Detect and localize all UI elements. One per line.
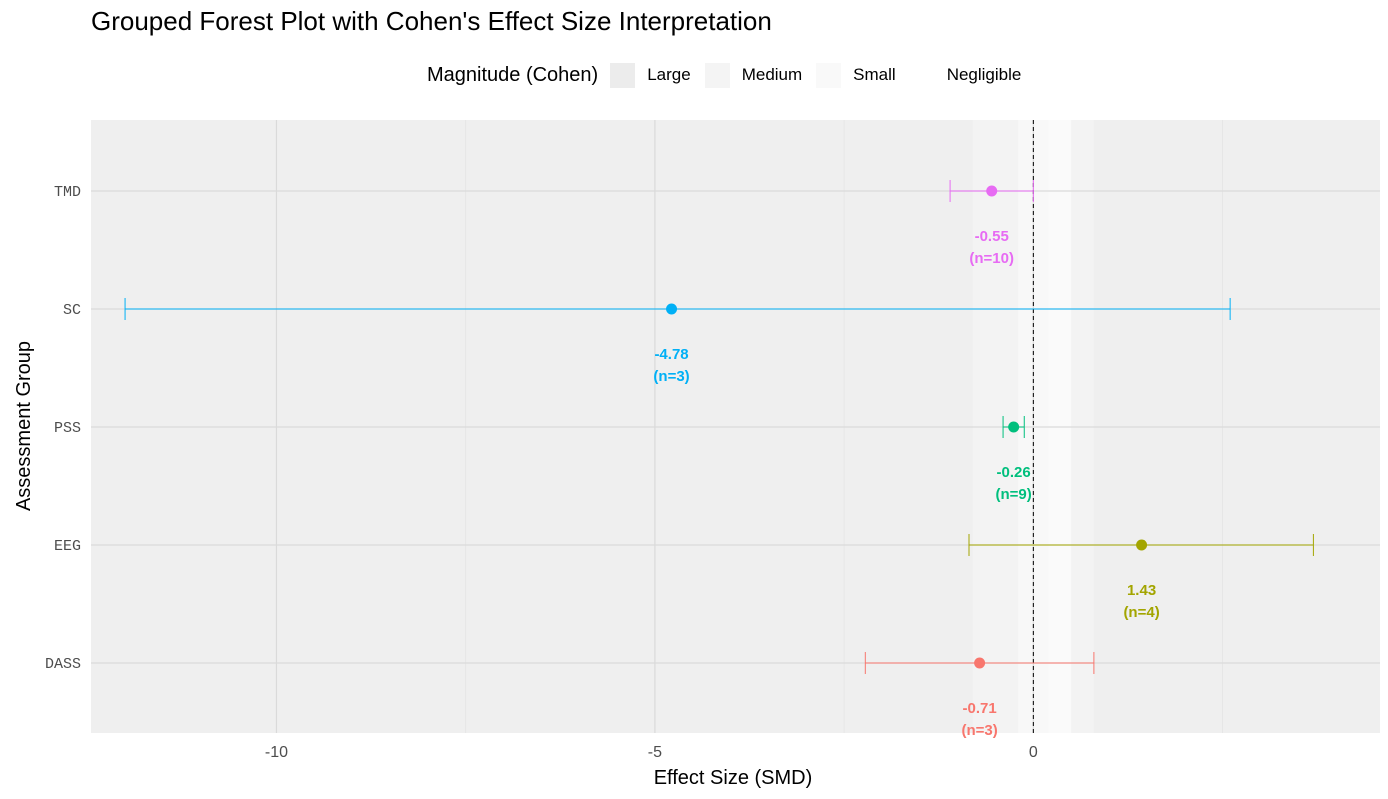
legend: Magnitude (Cohen) Large Medium Small Neg… [427, 60, 1035, 90]
legend-label-negligible: Negligible [946, 65, 1022, 84]
x-axis-title: Effect Size (SMD) [654, 767, 813, 789]
estimate-label-eeg: 1.43 [1127, 582, 1156, 599]
point-pss [1008, 421, 1020, 433]
n-label-tmd: (n=10) [969, 250, 1014, 267]
x-tick-label: -10 [265, 744, 288, 761]
n-label-pss: (n=9) [996, 486, 1032, 503]
n-label-dass: (n=3) [961, 722, 997, 739]
y-tick-tmd: TMD [54, 184, 81, 201]
estimate-label-sc: -4.78 [654, 346, 688, 363]
point-tmd [986, 185, 998, 197]
x-tick-labels: -10 -5 0 [265, 744, 1038, 761]
x-tick-label: 0 [1029, 744, 1038, 761]
estimate-label-pss: -0.26 [997, 464, 1031, 481]
estimate-label-dass: -0.71 [962, 700, 996, 717]
estimate-label-tmd: -0.55 [975, 228, 1009, 245]
point-eeg [1136, 539, 1148, 551]
y-tick-eeg: EEG [54, 538, 81, 555]
legend-label-small: Small [853, 65, 896, 84]
y-tick-pss: PSS [54, 420, 81, 437]
legend-item-large: Large [610, 62, 691, 88]
legend-key-negligible [909, 62, 935, 88]
legend-key-small [816, 62, 842, 88]
legend-label-large: Large [647, 65, 691, 84]
y-axis-title: Assessment Group [13, 341, 35, 511]
n-label-sc: (n=3) [653, 368, 689, 385]
data-marks: -0.55 (n=10) -4.78 (n=3) -0.26 (n=9) 1.43 (n=4)… [124, 180, 1314, 739]
legend-key-medium [704, 62, 730, 88]
y-tick-dass: DASS [45, 656, 81, 673]
y-tick-labels: TMD SC PSS EEG DASS [45, 184, 81, 673]
n-label-eeg: (n=4) [1123, 604, 1159, 621]
legend-title: Magnitude (Cohen) [427, 63, 599, 86]
legend-key-large [610, 62, 636, 88]
chart-title: Grouped Forest Plot with Cohen's Effect … [91, 6, 772, 36]
y-tick-sc: SC [63, 302, 81, 319]
legend-label-medium: Medium [741, 65, 803, 84]
legend-item-small: Small [816, 62, 896, 88]
legend-item-medium: Medium [704, 62, 803, 88]
legend-item-negligible: Negligible [909, 62, 1022, 88]
x-tick-label: -5 [648, 744, 662, 761]
point-dass [974, 657, 986, 669]
point-sc [666, 303, 678, 315]
